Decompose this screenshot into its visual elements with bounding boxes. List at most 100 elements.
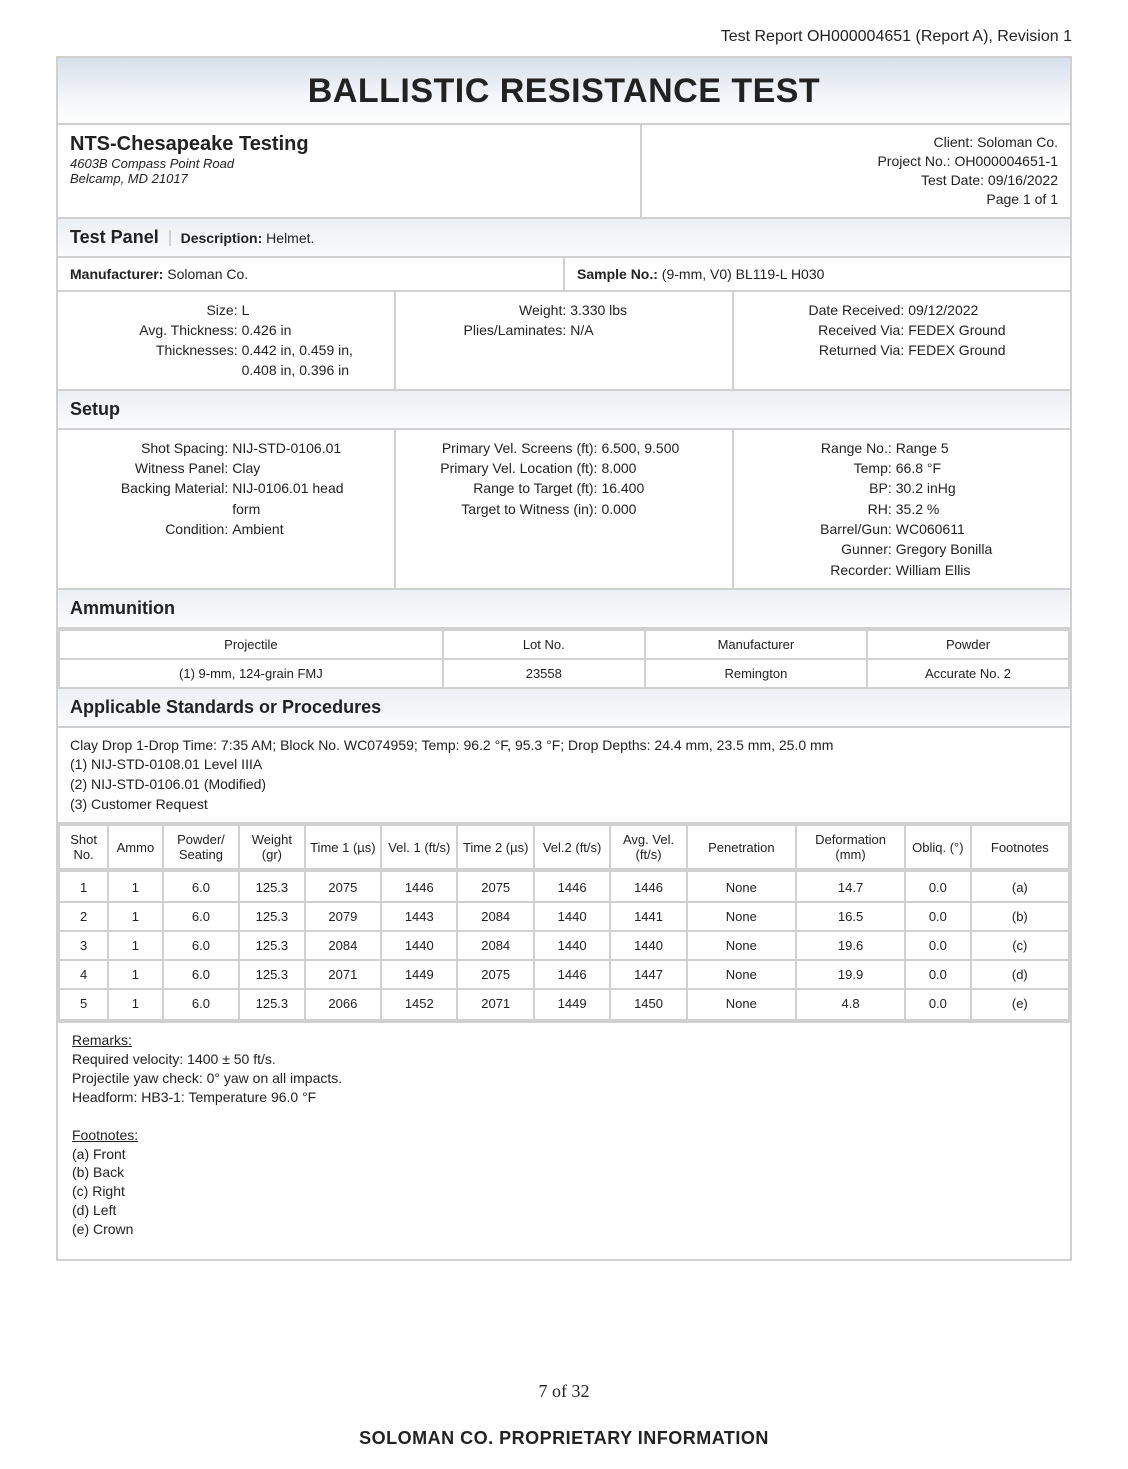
mfr-lbl: Manufacturer: [70,266,163,282]
cond-lbl: Condition: [70,519,232,539]
shot-2-7: 1440 [534,931,610,960]
date-lbl: Test Date: [921,172,984,188]
project-lbl: Project No.: [877,153,950,169]
weight-lbl: Weight: [519,302,566,318]
shot-1-2: 6.0 [163,902,239,931]
ammo-section: Ammunition [70,598,181,618]
shot-3-3: 125.3 [239,960,305,989]
footnote-2: (c) Right [72,1182,1056,1201]
remark-2: Projectile yaw check: 0° yaw on all impa… [72,1069,1056,1088]
retvia-lbl: Returned Via: [819,342,904,358]
avgthk-lbl: Avg. Thickness: [139,322,237,338]
shot-1-3: 125.3 [239,902,305,931]
setup-c1: Shot Spacing:NIJ-STD-0106.01 Witness Pan… [58,430,394,590]
shots-h-7: Vel.2 (ft/s) [534,825,610,869]
shot-0-3: 125.3 [239,871,305,902]
rtt-lbl: Range to Target (ft): [408,478,601,498]
shot-2-2: 6.0 [163,931,239,960]
shot-4-11: 0.0 [905,989,971,1020]
main-title: BALLISTIC RESISTANCE TEST [58,58,1070,125]
remark-1: Required velocity: 1400 ± 50 ft/s. [72,1050,1056,1069]
shot-lbl: Shot Spacing: [70,438,232,458]
shot-0-5: 1446 [381,871,457,902]
temp-lbl: Temp: [746,458,896,478]
back-lbl: Backing Material: [70,478,232,498]
bp-lbl: BP: [746,478,896,498]
shot-1-10: 16.5 [796,902,905,931]
size-cell: Size:L Avg. Thickness:0.426 in Thickness… [58,292,394,391]
shots-h-12: Footnotes [971,825,1069,869]
size-lbl: Size: [206,302,237,318]
lab-name: NTS-Chesapeake Testing [70,133,628,156]
mfr-cell: Manufacturer: Soloman Co. [58,258,563,292]
shot-2-3: 125.3 [239,931,305,960]
back-val2: form [232,499,260,519]
notes-block: Remarks: Required velocity: 1400 ± 50 ft… [58,1023,1070,1259]
shot-4-7: 1449 [534,989,610,1020]
setup-c2: Primary Vel. Screens (ft):6.500, 9.500 P… [394,430,732,590]
shot-1-0: 2 [59,902,108,931]
range-lbl: Range No.: [746,438,896,458]
rh-val: 35.2 % [896,499,940,519]
shot-3-2: 6.0 [163,960,239,989]
shots-h-3: Weight (gr) [239,825,305,869]
shot-0-4: 2075 [305,871,381,902]
pvs-lbl: Primary Vel. Screens (ft): [408,438,601,458]
shot-2-4: 2084 [305,931,381,960]
setup-c3: Range No.:Range 5 Temp:66.8 °F BP:30.2 i… [732,430,1070,590]
lab-addr1: 4603B Compass Point Road [70,156,628,171]
ammo-mfr: Remington [645,659,867,688]
wit-val: Clay [232,458,260,478]
lab-addr2: Belcamp, MD 21017 [70,171,628,186]
rec-lbl: Recorder: [746,560,896,580]
pvs-val: 6.500, 9.500 [601,438,679,458]
std-l2: (2) NIJ-STD-0106.01 (Modified) [70,775,1058,795]
recv-cell: Date Received:09/12/2022 Received Via:FE… [732,292,1070,391]
shot-3-11: 0.0 [905,960,971,989]
shot-4-12: (e) [971,989,1069,1020]
footnote-4: (e) Crown [72,1220,1056,1239]
shot-4-3: 125.3 [239,989,305,1020]
bp-val: 30.2 inHg [896,478,956,498]
shots-h-10: Deformation (mm) [796,825,905,869]
recvvia-val: FEDEX Ground [908,320,1005,340]
desc-val: Helmet. [266,230,314,246]
shot-4-9: None [687,989,796,1020]
recv-lbl: Date Received: [809,302,905,318]
shot-2-10: 19.6 [796,931,905,960]
shot-3-8: 1447 [610,960,686,989]
shot-1-7: 1440 [534,902,610,931]
rh-lbl: RH: [746,499,896,519]
shot-0-11: 0.0 [905,871,971,902]
rtt-val: 16.400 [601,478,644,498]
report-id: Test Report OH000004651 (Report A), Revi… [56,28,1072,46]
sample-val: (9-mm, V0) BL119-L H030 [662,266,825,282]
shots-h-1: Ammo [108,825,163,869]
shot-4-8: 1450 [610,989,686,1020]
wit-lbl: Witness Panel: [70,458,232,478]
shot-2-0: 3 [59,931,108,960]
shot-1-4: 2079 [305,902,381,931]
shot-3-1: 1 [108,960,163,989]
pvl-lbl: Primary Vel. Location (ft): [408,458,601,478]
shot-3-4: 2071 [305,960,381,989]
shot-2-5: 1440 [381,931,457,960]
plies-lbl: Plies/Laminates: [464,322,567,338]
shot-1-11: 0.0 [905,902,971,931]
gunner-lbl: Gunner: [746,539,896,559]
shot-2-9: None [687,931,796,960]
desc-lbl: Description: [181,230,263,246]
lab-block: NTS-Chesapeake Testing 4603B Compass Poi… [58,125,640,219]
shot-4-10: 4.8 [796,989,905,1020]
setup-section: Setup [70,399,126,419]
shot-val: NIJ-STD-0106.01 [232,438,341,458]
client-val: Soloman Co. [977,134,1058,150]
shots-h-5: Vel. 1 (ft/s) [381,825,457,869]
ammo-h-pow: Powder [867,630,1069,659]
range-val: Range 5 [896,438,949,458]
shot-2-8: 1440 [610,931,686,960]
ammo-proj: (1) 9-mm, 124-grain FMJ [59,659,443,688]
ammo-table: Projectile Lot No. Manufacturer Powder (… [58,629,1070,689]
date-val: 09/16/2022 [988,172,1058,188]
shot-0-1: 1 [108,871,163,902]
